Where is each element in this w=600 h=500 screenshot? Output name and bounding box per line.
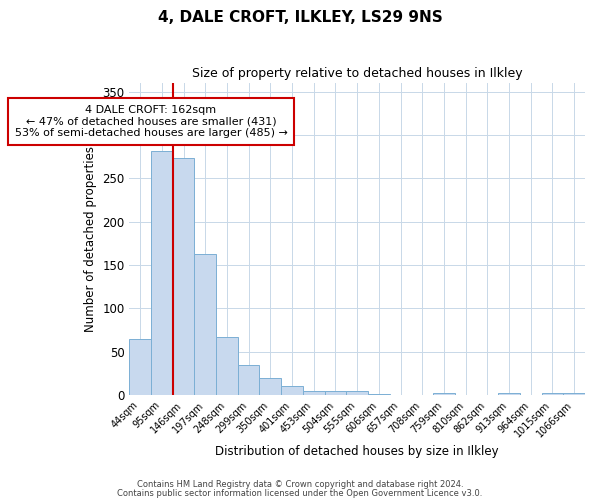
Bar — [259, 378, 281, 395]
Text: Contains HM Land Registry data © Crown copyright and database right 2024.: Contains HM Land Registry data © Crown c… — [137, 480, 463, 489]
Bar — [238, 364, 259, 395]
Bar — [303, 390, 325, 395]
Bar — [216, 337, 238, 395]
Bar — [368, 394, 389, 395]
Bar — [498, 393, 520, 395]
Bar — [563, 393, 585, 395]
Bar — [151, 152, 173, 395]
Bar — [542, 393, 563, 395]
Text: Contains public sector information licensed under the Open Government Licence v3: Contains public sector information licen… — [118, 488, 482, 498]
Bar — [325, 392, 346, 395]
Bar — [346, 392, 368, 395]
Bar — [129, 338, 151, 395]
Bar — [281, 386, 303, 395]
Bar — [433, 393, 455, 395]
X-axis label: Distribution of detached houses by size in Ilkley: Distribution of detached houses by size … — [215, 444, 499, 458]
Y-axis label: Number of detached properties: Number of detached properties — [83, 146, 97, 332]
Bar — [194, 254, 216, 395]
Text: 4 DALE CROFT: 162sqm
← 47% of detached houses are smaller (431)
53% of semi-deta: 4 DALE CROFT: 162sqm ← 47% of detached h… — [14, 104, 287, 138]
Text: 4, DALE CROFT, ILKLEY, LS29 9NS: 4, DALE CROFT, ILKLEY, LS29 9NS — [158, 10, 442, 25]
Bar — [173, 158, 194, 395]
Title: Size of property relative to detached houses in Ilkley: Size of property relative to detached ho… — [192, 68, 523, 80]
